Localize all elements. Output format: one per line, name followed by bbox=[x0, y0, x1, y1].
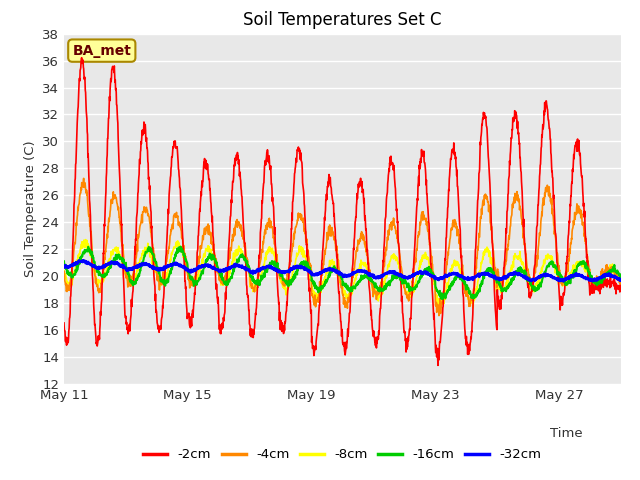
Title: Soil Temperatures Set C: Soil Temperatures Set C bbox=[243, 11, 442, 29]
Y-axis label: Soil Temperature (C): Soil Temperature (C) bbox=[24, 141, 36, 277]
Text: BA_met: BA_met bbox=[72, 44, 131, 58]
Legend: -2cm, -4cm, -8cm, -16cm, -32cm: -2cm, -4cm, -8cm, -16cm, -32cm bbox=[138, 443, 547, 467]
Text: Time: Time bbox=[550, 427, 582, 440]
